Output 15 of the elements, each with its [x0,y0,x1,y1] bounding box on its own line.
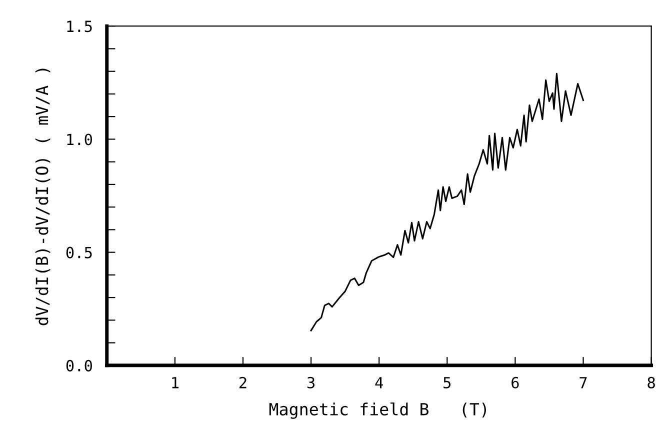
x-tick-label: 2 [240,376,246,388]
y-axis-title: dV/dI(B)-dV/dI(O) ( mV/A ) [35,68,50,326]
x-tick-label: 5 [444,377,451,388]
x-axis-title: Magnetic field B (T) [269,402,486,419]
y-tick-label: 1.5 [67,20,92,32]
y-tick-label: 0.0 [66,360,92,372]
y-tick-label: 0.5 [66,246,92,258]
x-tick-label: 7 [580,377,587,388]
y-tick-label: 1.0 [67,134,92,146]
x-tick-label: 4 [375,377,383,388]
x-tick-label: 3 [307,376,314,388]
line-series [310,72,584,332]
x-tick-label: 6 [512,376,519,388]
x-tick-label: 8 [648,376,655,388]
x-tick-label: 1 [172,377,178,388]
